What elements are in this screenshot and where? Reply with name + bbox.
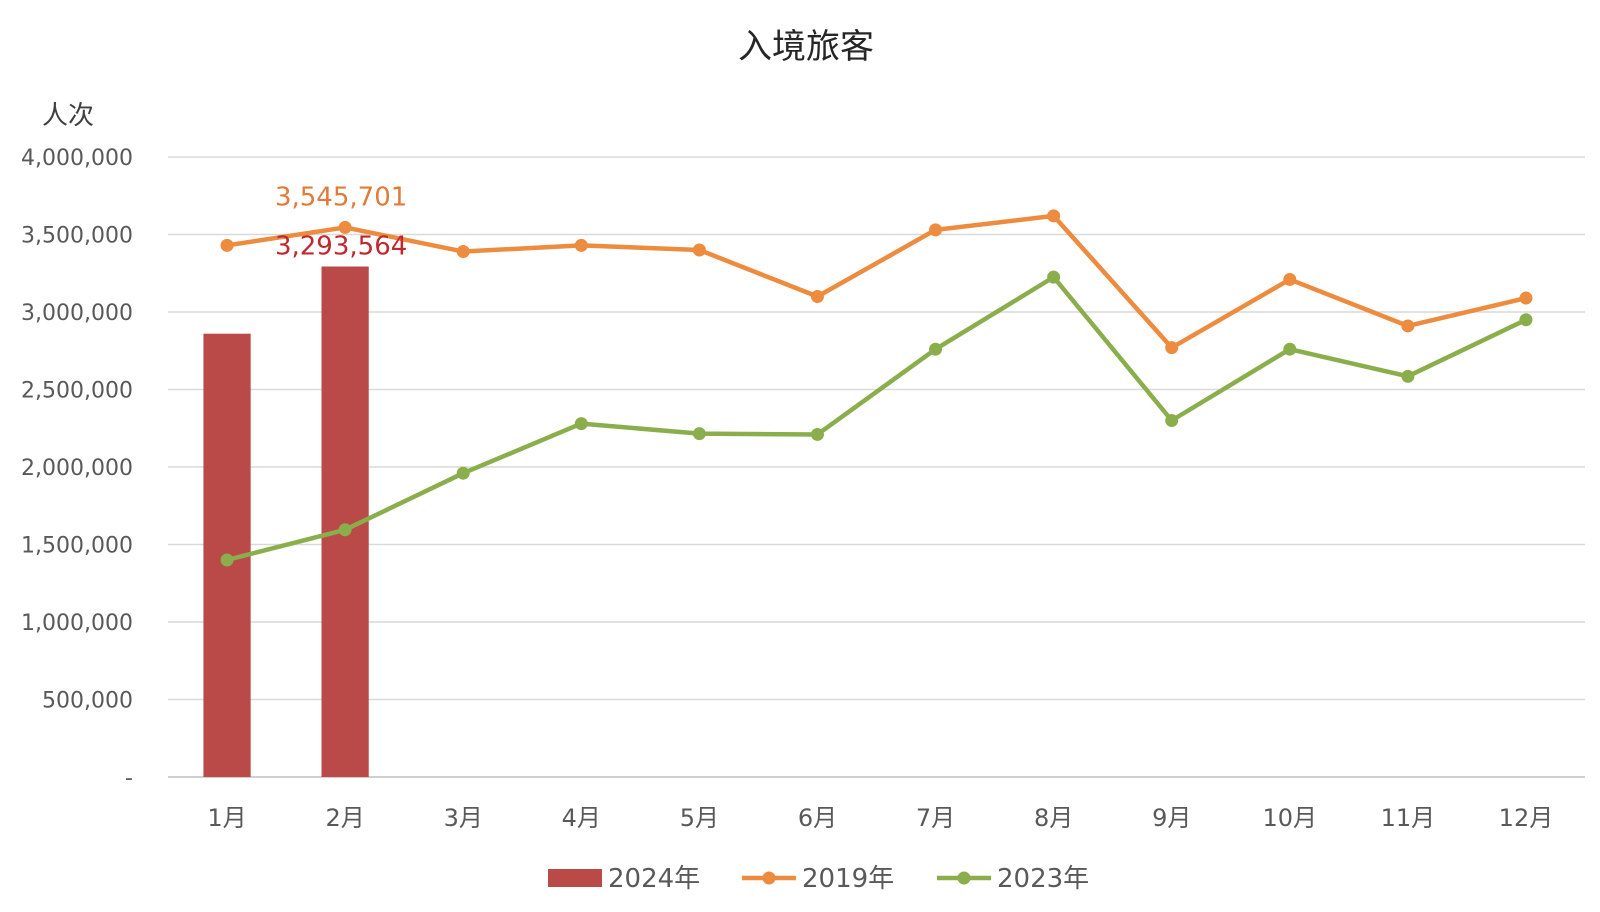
data-point (1401, 319, 1415, 333)
x-tick-label: 2月 (325, 804, 364, 832)
y-tick-label: 500,000 (42, 689, 133, 714)
x-tick-label: 7月 (916, 804, 955, 832)
data-label: 3,545,701 (275, 182, 407, 212)
y-tick-label: 3,500,000 (21, 224, 133, 249)
data-point (1165, 341, 1179, 355)
legend-swatch (548, 869, 602, 887)
legend-label: 2023年 (997, 864, 1089, 894)
data-point (929, 342, 943, 356)
x-tick-label: 3月 (444, 804, 483, 832)
y-tick-label: 2,000,000 (21, 456, 133, 481)
y-axis-label: 人次 (42, 101, 94, 131)
chart-title: 入境旅客 (738, 27, 874, 67)
data-point (810, 427, 824, 441)
data-point (574, 417, 588, 431)
data-point (574, 238, 588, 252)
x-tick-label: 10月 (1263, 804, 1318, 832)
bar-series (203, 266, 369, 777)
x-tick-label: 12月 (1499, 804, 1554, 832)
x-axis-ticks: 1月 2月 3月 4月 5月 6月 7月 8月 9月 10月 11月 12月 (207, 804, 1553, 832)
data-point (1165, 414, 1179, 427)
x-tick-label: 1月 (207, 804, 246, 832)
y-tick-label: 1,000,000 (21, 611, 133, 636)
data-point (456, 245, 470, 259)
legend-label: 2019年 (802, 864, 894, 894)
legend-marker (762, 871, 776, 885)
x-tick-label: 4月 (562, 804, 601, 832)
x-tick-label: 9月 (1152, 804, 1191, 832)
data-point (1047, 209, 1061, 223)
x-tick-label: 6月 (798, 804, 837, 832)
x-tick-label: 5月 (680, 804, 719, 832)
data-point (810, 290, 824, 303)
data-point (1283, 342, 1297, 356)
data-label: 3,293,564 (275, 231, 407, 261)
y-tick-label: 4,000,000 (21, 146, 133, 171)
data-point (1519, 291, 1533, 305)
data-point (1401, 369, 1415, 383)
series-line (226, 274, 1527, 563)
line-series (220, 209, 1533, 567)
data-point (1283, 272, 1297, 286)
data-point (1047, 270, 1061, 284)
data-point (220, 238, 234, 252)
y-axis-ticks: - 500,000 1,000,000 1,500,000 2,000,000 2,500… (21, 146, 133, 791)
y-tick-label: 3,000,000 (21, 301, 133, 326)
data-point (338, 523, 352, 537)
y-tick-label: 2,500,000 (21, 379, 133, 404)
y-tick-label: - (125, 766, 133, 791)
data-point (1519, 313, 1533, 327)
data-point (456, 466, 470, 480)
legend-marker (957, 871, 971, 885)
y-tick-label: 1,500,000 (21, 534, 133, 559)
legend: 2024年 2019年 2023年 (548, 864, 1089, 894)
series-line (226, 213, 1527, 350)
data-point (338, 220, 352, 234)
x-tick-label: 11月 (1381, 804, 1436, 832)
data-point (692, 427, 706, 441)
data-point (220, 553, 234, 567)
data-point (929, 223, 943, 237)
data-labels: 3,545,701 3,293,564 (275, 182, 407, 261)
x-tick-label: 8月 (1034, 804, 1073, 832)
legend-label: 2024年 (608, 864, 700, 894)
data-point (692, 243, 706, 257)
